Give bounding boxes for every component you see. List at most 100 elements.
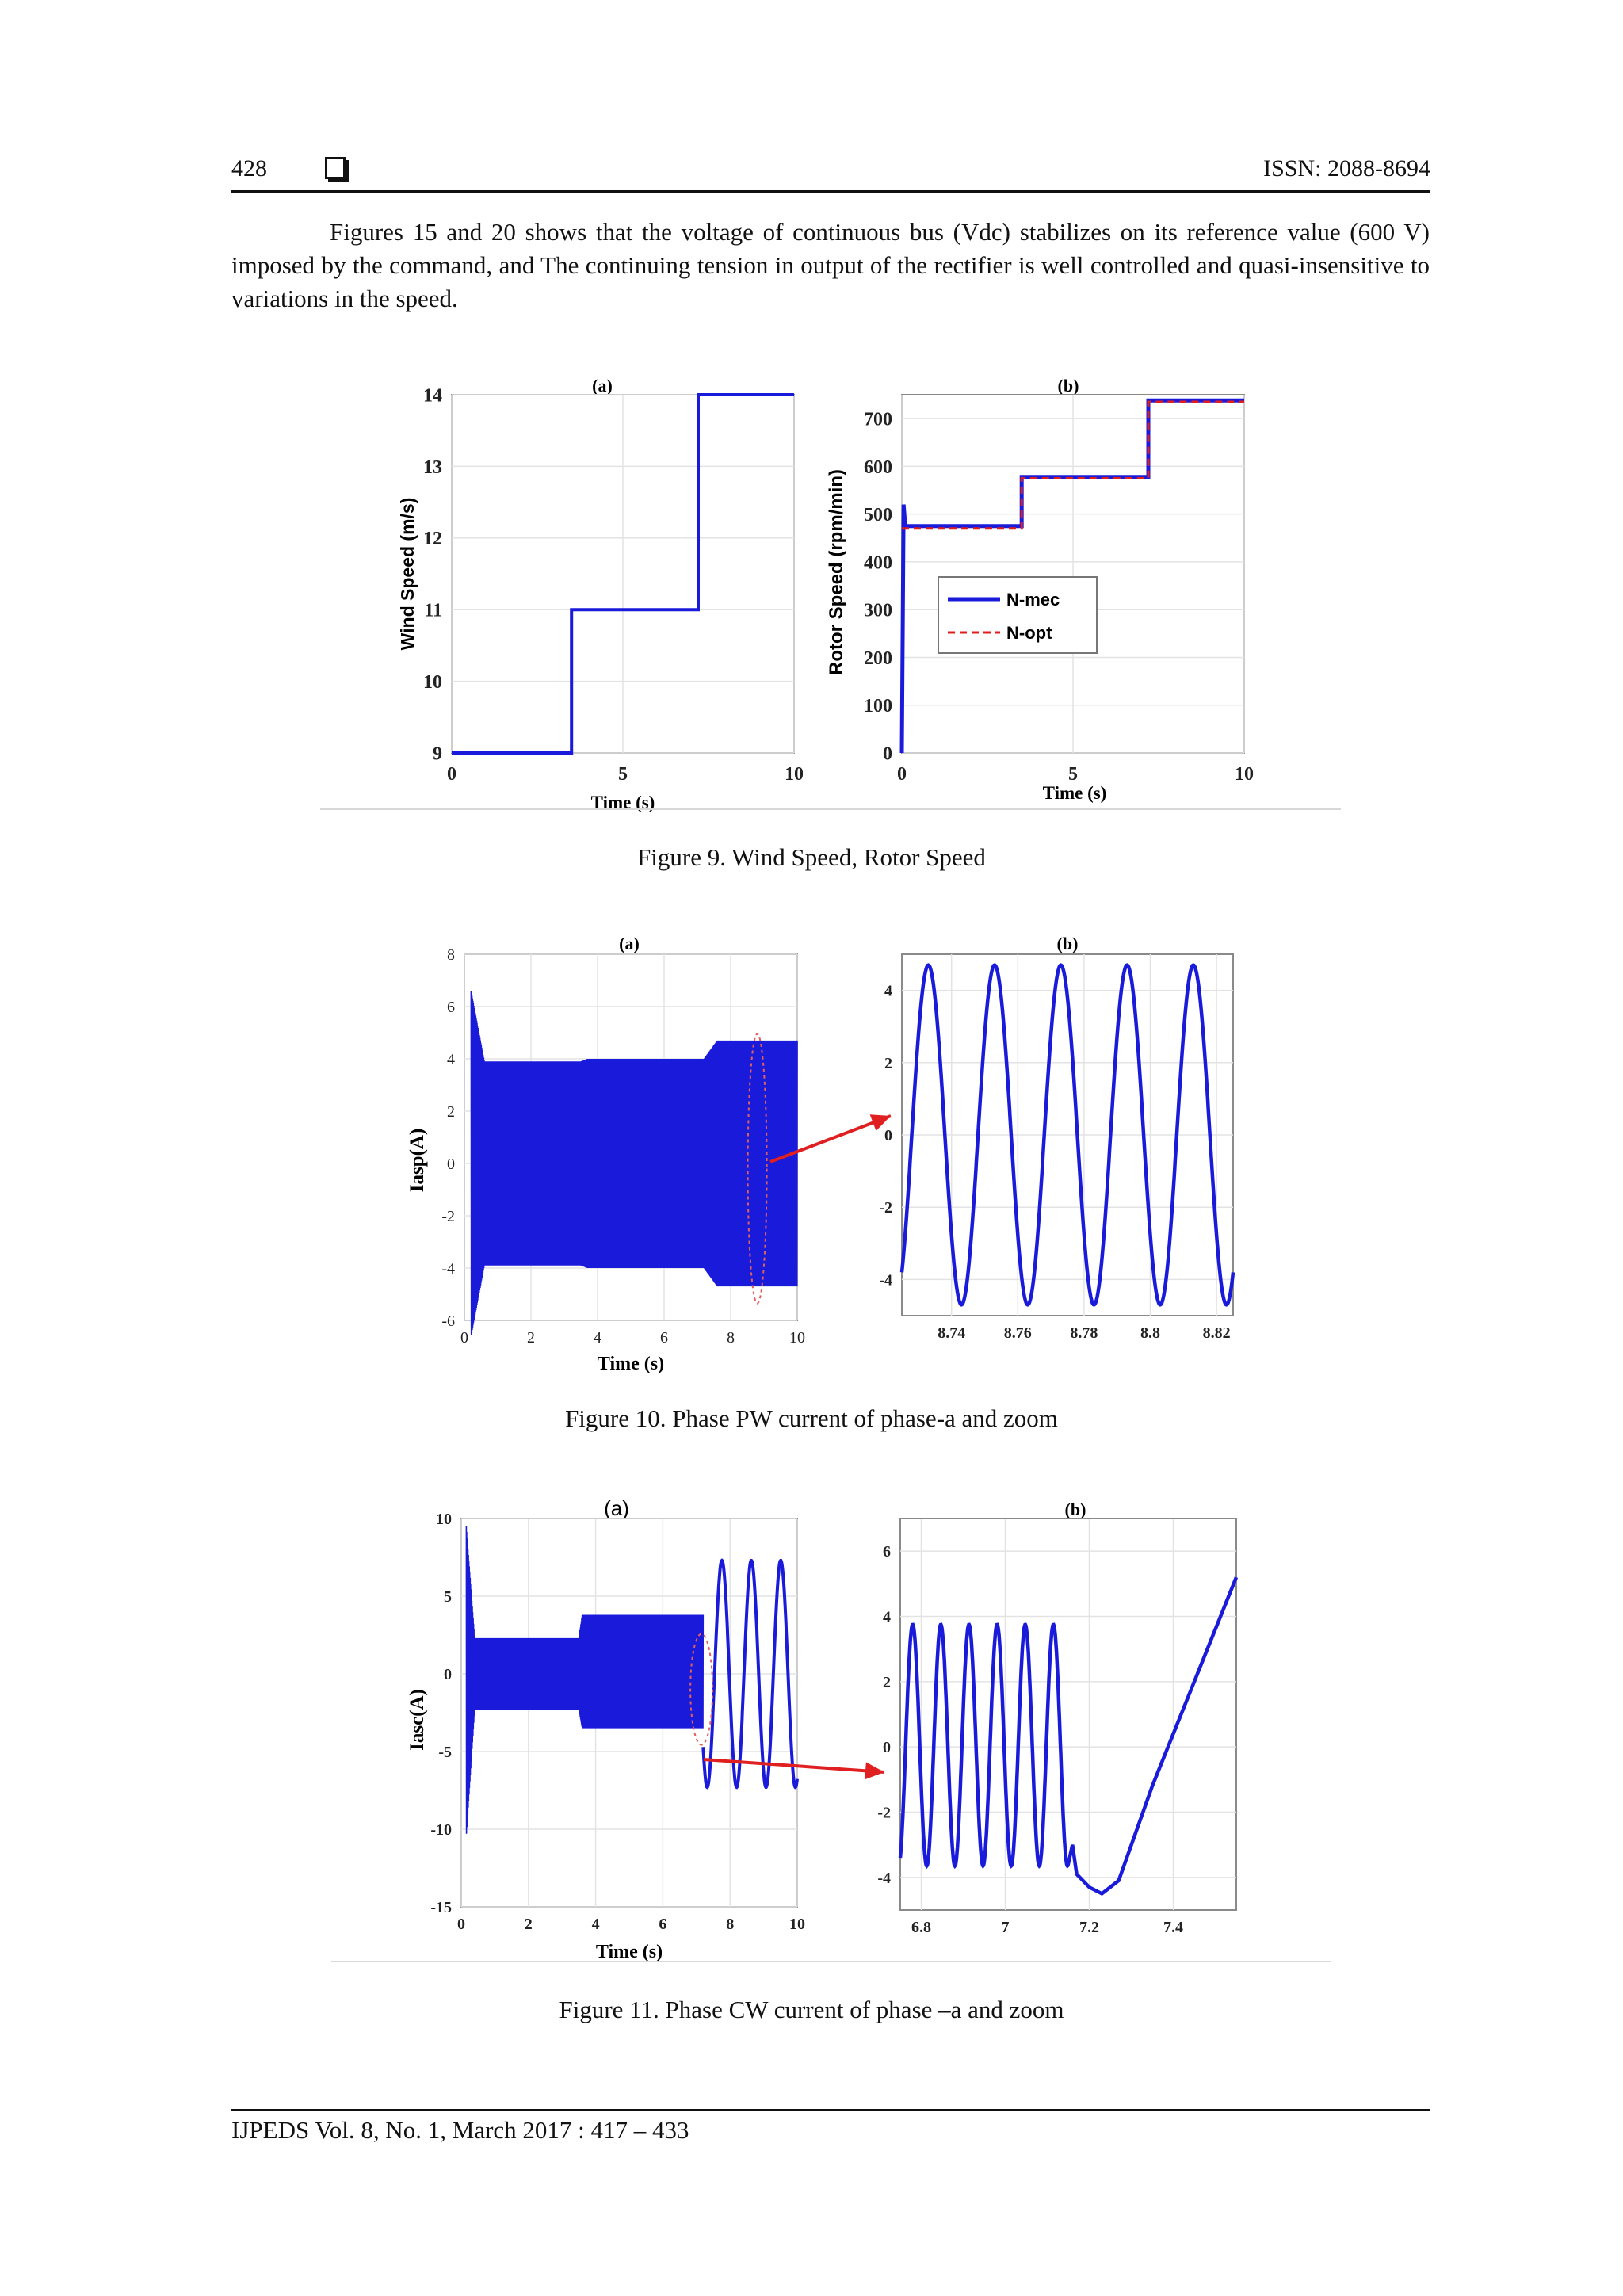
iasc-zoom-trace <box>898 1576 1239 1897</box>
iasc-current-trace <box>465 1526 705 1834</box>
plot-frame <box>460 1518 798 1908</box>
panel-label: (b) <box>1057 934 1079 953</box>
x-tick-label: 7.4 <box>1163 1919 1183 1936</box>
y-tick-label: 2 <box>447 1103 455 1121</box>
figure-9-caption: Figure 9. Wind Speed, Rotor Speed <box>637 843 986 871</box>
plot-frame <box>901 953 1234 1316</box>
y-tick-label: -4 <box>877 1870 891 1887</box>
x-tick-label: 8.82 <box>1203 1324 1231 1342</box>
y-tick-label: 100 <box>864 696 892 716</box>
y-tick-label: -5 <box>438 1744 452 1761</box>
y-tick-label: 13 <box>423 457 442 478</box>
y-tick-label: 300 <box>864 601 892 621</box>
x-tick-label: 8.76 <box>1004 1324 1032 1342</box>
y-tick-label: 700 <box>864 410 892 430</box>
x-tick-label: 8 <box>726 1916 734 1933</box>
plot-frame <box>464 953 798 1321</box>
header-rule <box>231 190 1430 193</box>
y-tick-label: -2 <box>441 1208 455 1225</box>
panel-label: (a) <box>604 1496 629 1520</box>
y-tick-label: 0 <box>444 1666 452 1683</box>
y-tick-label: 10 <box>423 672 442 693</box>
y-tick-label: 11 <box>424 601 442 621</box>
x-tick-label: 8.8 <box>1140 1324 1160 1342</box>
y-tick-label: 0 <box>883 743 892 764</box>
page-number: 428 <box>231 155 267 181</box>
y-tick-label: -4 <box>879 1271 892 1289</box>
journal-issn: ISSN: 2088-8694 <box>1263 155 1430 181</box>
x-tick-label: 6.8 <box>911 1919 931 1936</box>
x-tick-label: 10 <box>1235 764 1254 785</box>
iasc-low-frequency-trace <box>701 1558 799 1790</box>
y-tick-label: 14 <box>423 385 442 406</box>
x-axis-label: Time (s) <box>1043 783 1107 803</box>
x-tick-label: 4 <box>594 1329 601 1347</box>
y-tick-label: 0 <box>884 1127 892 1144</box>
y-axis-label: Iasp(A) <box>407 1129 428 1193</box>
y-axis-label: Iasc(A) <box>407 1689 428 1751</box>
x-tick-label: 7.2 <box>1079 1919 1099 1936</box>
y-tick-label: 6 <box>447 999 455 1016</box>
x-tick-label: 0 <box>457 1916 465 1933</box>
zoom-arrow <box>769 1114 892 1163</box>
legend: N-mec N-opt <box>938 576 1098 654</box>
y-tick-label: 10 <box>436 1511 452 1528</box>
x-tick-label: 5 <box>1068 764 1078 785</box>
plot-frame <box>899 1518 1237 1911</box>
x-tick-label: 10 <box>785 764 804 785</box>
x-tick-label: 8.74 <box>938 1324 965 1342</box>
x-tick-label: 6 <box>659 1916 666 1933</box>
y-tick-label: 6 <box>883 1543 891 1561</box>
y-tick-label: 0 <box>883 1739 891 1756</box>
legend-label-n-mec: N-mec <box>1006 590 1060 609</box>
x-tick-label: 8.78 <box>1070 1324 1098 1342</box>
y-tick-label: -2 <box>879 1199 892 1217</box>
y-tick-label: -2 <box>877 1805 891 1822</box>
y-tick-label: 2 <box>883 1674 891 1691</box>
x-tick-label: 10 <box>789 1329 805 1347</box>
wind-speed-line <box>452 393 794 755</box>
legend-label-n-opt: N-opt <box>1006 623 1052 643</box>
iasp-current-trace <box>470 991 798 1335</box>
body-paragraph: Figures 15 and 20 shows that the voltage… <box>231 218 1430 312</box>
y-tick-label: -15 <box>430 1899 452 1916</box>
figure-9-separator <box>320 808 1341 810</box>
x-tick-label: 0 <box>447 764 456 785</box>
y-tick-label: 2 <box>884 1055 892 1072</box>
y-tick-label: 0 <box>447 1156 455 1173</box>
footer-citation: IJPEDS Vol. 8, No. 1, March 2017 : 417 –… <box>231 2116 689 2144</box>
y-tick-label: 600 <box>864 457 892 478</box>
arrow-shaft <box>703 1758 885 1774</box>
y-tick-label: 4 <box>447 1051 455 1068</box>
x-tick-label: 8 <box>727 1329 735 1347</box>
zoom-region-ellipse <box>747 1033 768 1305</box>
y-tick-label: -10 <box>430 1821 452 1839</box>
x-tick-label: 4 <box>592 1916 600 1933</box>
x-axis-label: Time (s) <box>598 1354 664 1374</box>
series-n-opt-line <box>902 400 1244 530</box>
plot-frame <box>451 394 795 754</box>
footer-rule <box>231 2109 1430 2111</box>
checkbox-square-icon <box>325 157 346 179</box>
panel-label: (b) <box>1058 376 1079 395</box>
panel-label: (b) <box>1065 1499 1086 1519</box>
y-tick-label: 5 <box>444 1588 452 1606</box>
y-tick-label: -4 <box>441 1260 455 1278</box>
y-tick-label: 500 <box>864 505 892 525</box>
x-axis-label: Time (s) <box>596 1942 663 1962</box>
zoom-region-ellipse <box>689 1633 714 1746</box>
figure-10-caption: Figure 10. Phase PW current of phase-a a… <box>565 1404 1058 1432</box>
figure-11-caption: Figure 11. Phase CW current of phase –a … <box>559 1996 1064 2023</box>
x-tick-label: 2 <box>525 1916 533 1933</box>
series-n-mec-line <box>899 398 1244 754</box>
x-tick-label: 5 <box>618 764 628 785</box>
arrow-head <box>869 1114 891 1131</box>
